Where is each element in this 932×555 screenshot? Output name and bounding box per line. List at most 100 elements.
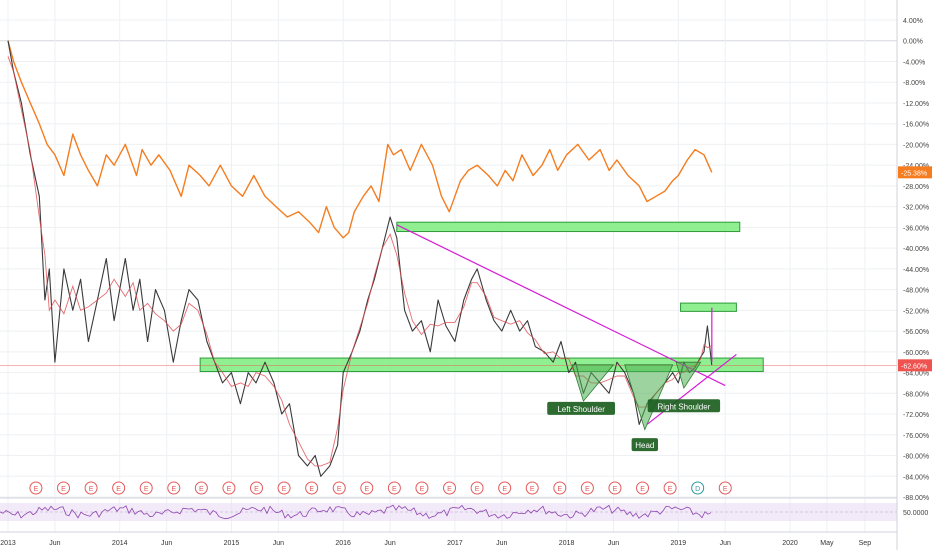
event-marker bbox=[387, 481, 401, 495]
annotation-label: Left Shoulder bbox=[557, 405, 605, 414]
x-tick-label: Jun bbox=[720, 540, 731, 547]
y-tick-label: -8.00% bbox=[903, 80, 925, 87]
event-marker-label: E bbox=[613, 486, 618, 493]
event-marker bbox=[415, 481, 429, 495]
event-marker-label: E bbox=[475, 486, 480, 493]
event-marker bbox=[250, 481, 264, 495]
y-tick-label: -12.00% bbox=[903, 101, 929, 108]
y-tick-label: -44.00% bbox=[903, 267, 929, 274]
event-marker bbox=[663, 481, 677, 495]
event-marker-label: E bbox=[585, 486, 590, 493]
rsi-line bbox=[0, 504, 712, 520]
y-tick-label: -28.00% bbox=[903, 184, 929, 191]
pattern-shape bbox=[624, 364, 674, 431]
event-marker bbox=[636, 481, 650, 495]
x-tick-label: Jun bbox=[608, 540, 619, 547]
trendline-ascending bbox=[646, 353, 737, 425]
y-tick-label: -84.00% bbox=[903, 474, 929, 481]
event-marker-label: E bbox=[227, 486, 232, 493]
event-marker-label: E bbox=[199, 486, 204, 493]
x-tick-label: 2013 bbox=[0, 540, 16, 547]
event-marker bbox=[139, 481, 153, 495]
event-marker-label: E bbox=[668, 486, 673, 493]
event-marker bbox=[305, 481, 319, 495]
y-tick-label: -76.00% bbox=[903, 433, 929, 440]
y-tick-label: -56.00% bbox=[903, 329, 929, 336]
y-axis[interactable]: 4.00% 0.00% -4.00% -8.00% -12.00% -16.00% -20.… bbox=[896, 0, 932, 550]
x-tick-label: 2014 bbox=[112, 540, 128, 547]
y-tick-label: -68.00% bbox=[903, 391, 929, 398]
event-marker bbox=[332, 481, 346, 495]
event-marker bbox=[443, 481, 457, 495]
event-marker-label: E bbox=[309, 486, 314, 493]
event-marker-label: E bbox=[282, 486, 287, 493]
event-marker bbox=[718, 481, 732, 495]
event-marker bbox=[498, 481, 512, 495]
support-zone bbox=[396, 221, 741, 233]
series-layer bbox=[0, 40, 897, 477]
y-tick-label: -4.00% bbox=[903, 59, 925, 66]
pattern-shape bbox=[675, 361, 702, 390]
moving-average-line bbox=[7, 56, 712, 467]
last-value-tag bbox=[898, 166, 932, 179]
event-marker bbox=[360, 481, 374, 495]
x-tick-label: Sep bbox=[859, 540, 872, 547]
y-tick-label: -64.00% bbox=[903, 371, 929, 378]
event-marker bbox=[553, 481, 567, 495]
grid-lines bbox=[0, 0, 897, 532]
x-tick-label: Jun bbox=[496, 540, 507, 547]
event-marker-label: E bbox=[530, 486, 535, 493]
x-tick-label: Jun bbox=[161, 540, 172, 547]
event-marker-label: E bbox=[392, 486, 397, 493]
x-tick-label: Jun bbox=[384, 540, 395, 547]
trendline-descending bbox=[396, 224, 726, 387]
x-tick-label: 2015 bbox=[224, 540, 240, 547]
y-tick-label: -40.00% bbox=[903, 246, 929, 253]
event-marker-label: E bbox=[337, 486, 342, 493]
event-marker-label: E bbox=[640, 486, 645, 493]
event-marker bbox=[57, 481, 71, 495]
event-marker bbox=[580, 481, 594, 495]
event-marker bbox=[222, 481, 236, 495]
annotation-box bbox=[647, 399, 721, 413]
event-marker bbox=[525, 481, 539, 495]
y-tick-label: -52.00% bbox=[903, 308, 929, 315]
y-tick-label: -48.00% bbox=[903, 288, 929, 295]
series-line-0 bbox=[7, 40, 713, 239]
event-marker-label: E bbox=[34, 486, 39, 493]
event-marker bbox=[470, 481, 484, 495]
x-axis[interactable]: 2013 Jun 2014 Jun 2015 Jun 2016 Jun 2017 Jun 2018 J… bbox=[0, 540, 871, 547]
event-marker-label: E bbox=[171, 486, 176, 493]
y-tick-label: -88.00% bbox=[903, 495, 929, 502]
y-tick-label: -20.00% bbox=[903, 142, 929, 149]
annotation-label: Head bbox=[635, 441, 654, 450]
annotation-label: Right Shoulder bbox=[657, 402, 710, 411]
annotation-box bbox=[547, 401, 616, 415]
y-tick-label: -72.00% bbox=[903, 412, 929, 419]
event-marker bbox=[84, 481, 98, 495]
y-tick-label: -60.00% bbox=[903, 350, 929, 357]
y-tick-label: 0.00% bbox=[903, 39, 923, 46]
event-marker bbox=[277, 481, 291, 495]
x-tick-label: 2020 bbox=[782, 540, 798, 547]
support-zones bbox=[199, 221, 764, 373]
event-marker-label: E bbox=[420, 486, 425, 493]
event-marker-label: D bbox=[695, 486, 700, 493]
rsi-value-label: 50.0000 bbox=[903, 510, 928, 517]
y-tick-label: -36.00% bbox=[903, 225, 929, 232]
y-tick-label: -16.00% bbox=[903, 122, 929, 129]
event-marker-label: E bbox=[557, 486, 562, 493]
last-value-label: -62.60% bbox=[901, 363, 927, 370]
pattern-annotations: Left Shoulder Head Right Shoulder bbox=[547, 399, 721, 452]
y-tick-label: -80.00% bbox=[903, 454, 929, 461]
event-marker bbox=[691, 481, 705, 495]
event-marker-label: E bbox=[723, 486, 728, 493]
event-marker bbox=[194, 481, 208, 495]
event-marker-label: E bbox=[364, 486, 369, 493]
event-marker bbox=[608, 481, 622, 495]
event-marker bbox=[112, 481, 126, 495]
last-value-tag bbox=[898, 359, 932, 372]
